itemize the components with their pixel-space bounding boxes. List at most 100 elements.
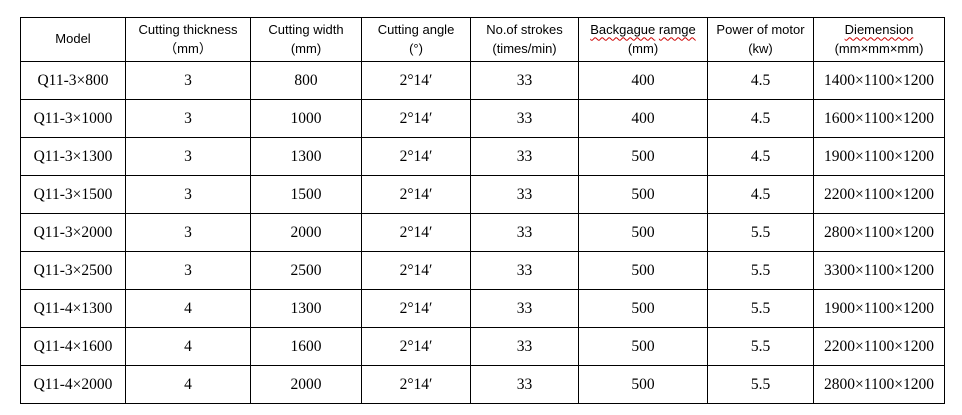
- table-cell: 2500: [250, 251, 362, 290]
- table-cell: Q11-3×1300: [20, 137, 126, 176]
- table-cell: 33: [470, 251, 579, 290]
- table-cell: 33: [470, 137, 579, 176]
- table-cell: 3: [125, 99, 251, 138]
- table-cell: 2°14′: [361, 61, 471, 100]
- spellcheck-word: Backgague: [590, 21, 656, 37]
- col-header-cutting-angle: Cutting angle (°): [361, 17, 471, 62]
- table-row: Q11-3×1300 3 1300 2°14′ 33 500 4.5 1900×1100×12…: [20, 137, 945, 176]
- table-row: Q11-3×1500 3 1500 2°14′ 33 500 4.5 2200×1100×12…: [20, 175, 945, 214]
- table-cell: 1400×1100×1200: [813, 61, 945, 100]
- table-cell: 2200×1100×1200: [813, 327, 945, 366]
- table-cell: 4.5: [707, 137, 814, 176]
- table-cell: 5.5: [707, 365, 814, 404]
- table-cell: 500: [578, 251, 708, 290]
- table-row: Q11-3×800 3 800 2°14′ 33 400 4.5 1400×1100×1200: [20, 61, 945, 100]
- table-cell: 2800×1100×1200: [813, 365, 945, 404]
- table-row: Q11-3×2000 3 2000 2°14′ 33 500 5.5 2800×1100×12…: [20, 213, 945, 252]
- table-row: Q11-3×2500 3 2500 2°14′ 33 500 5.5 3300×1100×12…: [20, 251, 945, 290]
- table-cell: 3: [125, 137, 251, 176]
- table-cell: 800: [250, 61, 362, 100]
- table-cell: 33: [470, 213, 579, 252]
- table-cell: 5.5: [707, 289, 814, 328]
- table-cell: 2000: [250, 213, 362, 252]
- col-header-dimension: Diemension (mm×mm×mm): [813, 17, 945, 62]
- table-row: Q11-4×1600 4 1600 2°14′ 33 500 5.5 2200×1100×12…: [20, 327, 945, 366]
- table-cell: 1600: [250, 327, 362, 366]
- table-cell: 400: [578, 61, 708, 100]
- table-cell: Q11-4×1300: [20, 289, 126, 328]
- table-row: Q11-4×1300 4 1300 2°14′ 33 500 5.5 1900×1100×12…: [20, 289, 945, 328]
- table-cell: 5.5: [707, 251, 814, 290]
- col-header-label: Cutting thickness: [138, 21, 238, 37]
- table-cell: 33: [470, 175, 579, 214]
- table-cell: 33: [470, 365, 579, 404]
- table-cell: 1900×1100×1200: [813, 137, 945, 176]
- table-cell: 400: [578, 99, 708, 138]
- col-header-unit: (kw): [748, 40, 773, 56]
- table-cell: 3300×1100×1200: [813, 251, 945, 290]
- table-cell: 1500: [250, 175, 362, 214]
- table-cell: 33: [470, 327, 579, 366]
- table-cell: 500: [578, 327, 708, 366]
- table-cell: 1000: [250, 99, 362, 138]
- table-cell: 1600×1100×1200: [813, 99, 945, 138]
- table-cell: 4.5: [707, 61, 814, 100]
- table-cell: 5.5: [707, 327, 814, 366]
- specification-table: Model Cutting thickness （mm） Cutting wid…: [20, 17, 945, 404]
- spellcheck-word: ramge: [658, 21, 696, 37]
- spellcheck-word: Diemension: [844, 21, 914, 37]
- table-cell: 3: [125, 175, 251, 214]
- col-header-unit: (mm): [627, 40, 659, 56]
- table-cell: Q11-4×2000: [20, 365, 126, 404]
- table-cell: Q11-3×800: [20, 61, 126, 100]
- table-cell: 2°14′: [361, 137, 471, 176]
- table-cell: 2200×1100×1200: [813, 175, 945, 214]
- table-cell: 500: [578, 289, 708, 328]
- col-header-model: Model: [20, 17, 126, 62]
- table-cell: 3: [125, 213, 251, 252]
- spec-table-body: Q11-3×800 3 800 2°14′ 33 400 4.5 1400×1100×1200…: [20, 61, 945, 404]
- col-header-label: Cutting width: [268, 21, 344, 37]
- table-cell: 4.5: [707, 99, 814, 138]
- col-header-unit: (mm): [290, 40, 322, 56]
- col-header-unit: (°): [409, 40, 423, 56]
- table-cell: 2°14′: [361, 251, 471, 290]
- table-cell: Q11-3×1500: [20, 175, 126, 214]
- col-header-backgauge-range: Backgague ramge (mm): [578, 17, 708, 62]
- table-header-row: Model Cutting thickness （mm） Cutting wid…: [20, 17, 945, 62]
- table-cell: 500: [578, 175, 708, 214]
- col-header-label: Cutting angle: [377, 21, 455, 37]
- table-cell: Q11-3×2500: [20, 251, 126, 290]
- table-cell: 1300: [250, 137, 362, 176]
- table-cell: 4: [125, 365, 251, 404]
- col-header-motor-power: Power of motor (kw): [707, 17, 814, 62]
- col-header-cutting-width: Cutting width (mm): [250, 17, 362, 62]
- table-row: Q11-3×1000 3 1000 2°14′ 33 400 4.5 1600×1100×12…: [20, 99, 945, 138]
- table-cell: 33: [470, 61, 579, 100]
- table-cell: 2800×1100×1200: [813, 213, 945, 252]
- col-header-label: Model: [55, 31, 91, 47]
- table-cell: 500: [578, 213, 708, 252]
- col-header-unit: (times/min): [492, 40, 557, 56]
- col-header-unit: （mm）: [164, 40, 212, 56]
- table-cell: 4.5: [707, 175, 814, 214]
- col-header-unit: (mm×mm×mm): [834, 40, 924, 56]
- table-cell: 500: [578, 137, 708, 176]
- table-cell: Q11-3×1000: [20, 99, 126, 138]
- table-cell: 2°14′: [361, 327, 471, 366]
- table-cell: 33: [470, 289, 579, 328]
- table-cell: 2°14′: [361, 175, 471, 214]
- table-cell: 2°14′: [361, 365, 471, 404]
- table-cell: 2°14′: [361, 289, 471, 328]
- col-header-label: Diemension: [816, 21, 942, 40]
- table-row: Q11-4×2000 4 2000 2°14′ 33 500 5.5 2800×1100×12…: [20, 365, 945, 404]
- table-cell: 2°14′: [361, 99, 471, 138]
- table-cell: 3: [125, 61, 251, 100]
- table-cell: 33: [470, 99, 579, 138]
- col-header-label: No.of strokes: [486, 21, 563, 37]
- table-cell: Q11-4×1600: [20, 327, 126, 366]
- table-cell: 2000: [250, 365, 362, 404]
- table-cell: 500: [578, 365, 708, 404]
- table-cell: 1300: [250, 289, 362, 328]
